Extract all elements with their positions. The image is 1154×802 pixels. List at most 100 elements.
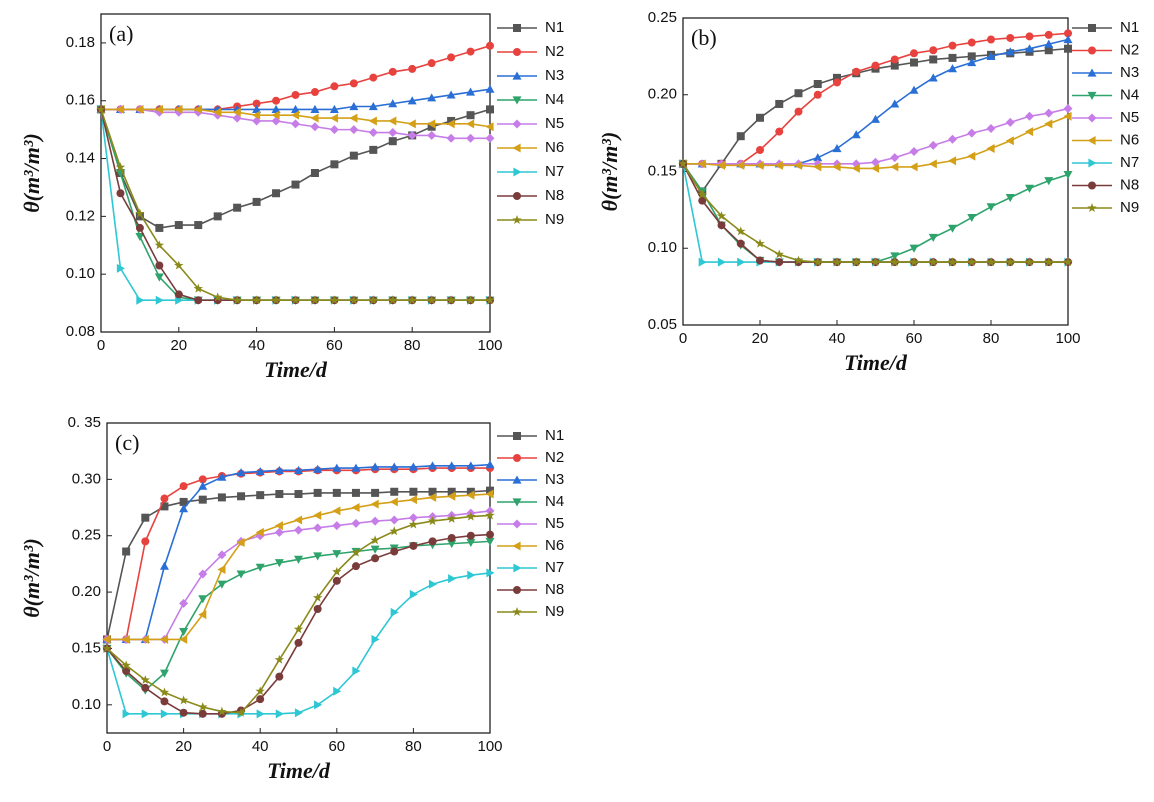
marker	[871, 114, 880, 123]
marker	[178, 695, 189, 705]
marker	[427, 516, 438, 526]
marker	[236, 537, 245, 547]
marker	[1006, 33, 1015, 42]
marker	[467, 570, 476, 580]
legend-label: N3	[1120, 64, 1139, 81]
marker	[717, 221, 726, 230]
marker	[236, 468, 246, 477]
marker	[194, 296, 203, 305]
marker	[121, 634, 130, 644]
marker	[141, 709, 150, 719]
legend-label: N4	[1120, 86, 1139, 103]
marker	[160, 697, 169, 706]
marker	[407, 295, 417, 305]
marker	[159, 687, 170, 697]
legend-label: N1	[545, 427, 564, 444]
marker	[513, 454, 521, 462]
marker	[851, 163, 860, 173]
marker	[513, 24, 521, 32]
marker	[512, 71, 522, 80]
y-tick-label: 0.15	[648, 162, 677, 179]
legend-label: N5	[1120, 109, 1139, 126]
legend-label: N5	[545, 115, 564, 132]
x-tick-label: 0	[97, 337, 105, 354]
marker	[256, 491, 265, 500]
marker	[512, 607, 522, 617]
marker	[369, 73, 378, 82]
marker	[368, 128, 378, 138]
marker	[332, 576, 341, 585]
marker	[466, 111, 475, 120]
marker	[736, 132, 745, 141]
marker	[1044, 257, 1054, 267]
marker	[310, 113, 319, 123]
marker	[255, 527, 264, 537]
marker	[332, 488, 341, 497]
marker	[485, 510, 495, 520]
y-tick-label: 0.08	[66, 323, 95, 340]
x-tick-label: 0	[679, 330, 687, 347]
marker	[293, 624, 304, 634]
marker	[512, 498, 522, 507]
marker	[793, 255, 804, 265]
marker	[716, 211, 727, 221]
marker	[832, 143, 842, 153]
marker	[310, 295, 320, 305]
x-tick-label: 20	[752, 330, 769, 347]
marker	[1024, 257, 1035, 267]
marker	[1044, 39, 1054, 48]
marker	[447, 533, 456, 542]
marker	[140, 634, 149, 644]
panel-label: (c)	[115, 430, 139, 455]
marker	[256, 695, 265, 704]
marker	[512, 541, 521, 551]
y-tick-label: 0.14	[66, 150, 95, 167]
y-axis-label: θ(m³/m³)	[19, 538, 44, 618]
marker	[426, 295, 437, 305]
marker	[174, 104, 183, 114]
marker	[512, 215, 522, 225]
marker	[217, 472, 227, 481]
marker	[371, 488, 380, 497]
x-tick-label: 80	[405, 738, 422, 755]
marker	[870, 257, 881, 267]
marker	[427, 93, 437, 102]
plot-frame	[100, 13, 491, 333]
marker	[388, 116, 397, 126]
marker	[447, 116, 456, 125]
marker	[275, 709, 284, 719]
marker	[370, 545, 380, 554]
legend-label: N6	[545, 139, 564, 156]
marker	[349, 79, 358, 88]
marker	[852, 67, 861, 76]
marker	[135, 104, 144, 114]
marker	[368, 102, 378, 111]
marker	[890, 61, 899, 70]
marker	[1005, 136, 1014, 146]
marker	[252, 110, 261, 120]
marker	[198, 475, 207, 484]
marker	[446, 90, 456, 99]
marker	[466, 47, 475, 56]
y-axis-label: θ(m³/m³)	[19, 133, 44, 213]
marker	[233, 203, 242, 212]
marker	[986, 124, 996, 134]
marker	[291, 104, 300, 113]
marker	[351, 488, 360, 497]
marker	[198, 702, 208, 712]
marker	[1087, 91, 1097, 100]
marker	[160, 494, 169, 503]
marker	[217, 550, 227, 560]
y-tick-label: 0.10	[66, 265, 95, 282]
marker	[466, 538, 476, 547]
marker	[256, 709, 265, 719]
marker	[217, 580, 227, 589]
marker	[909, 147, 919, 157]
marker	[329, 125, 339, 135]
marker	[737, 257, 746, 267]
marker	[513, 167, 522, 177]
marker	[388, 67, 397, 76]
marker	[352, 666, 361, 676]
marker	[329, 104, 339, 113]
legend-label: N9	[545, 603, 564, 620]
